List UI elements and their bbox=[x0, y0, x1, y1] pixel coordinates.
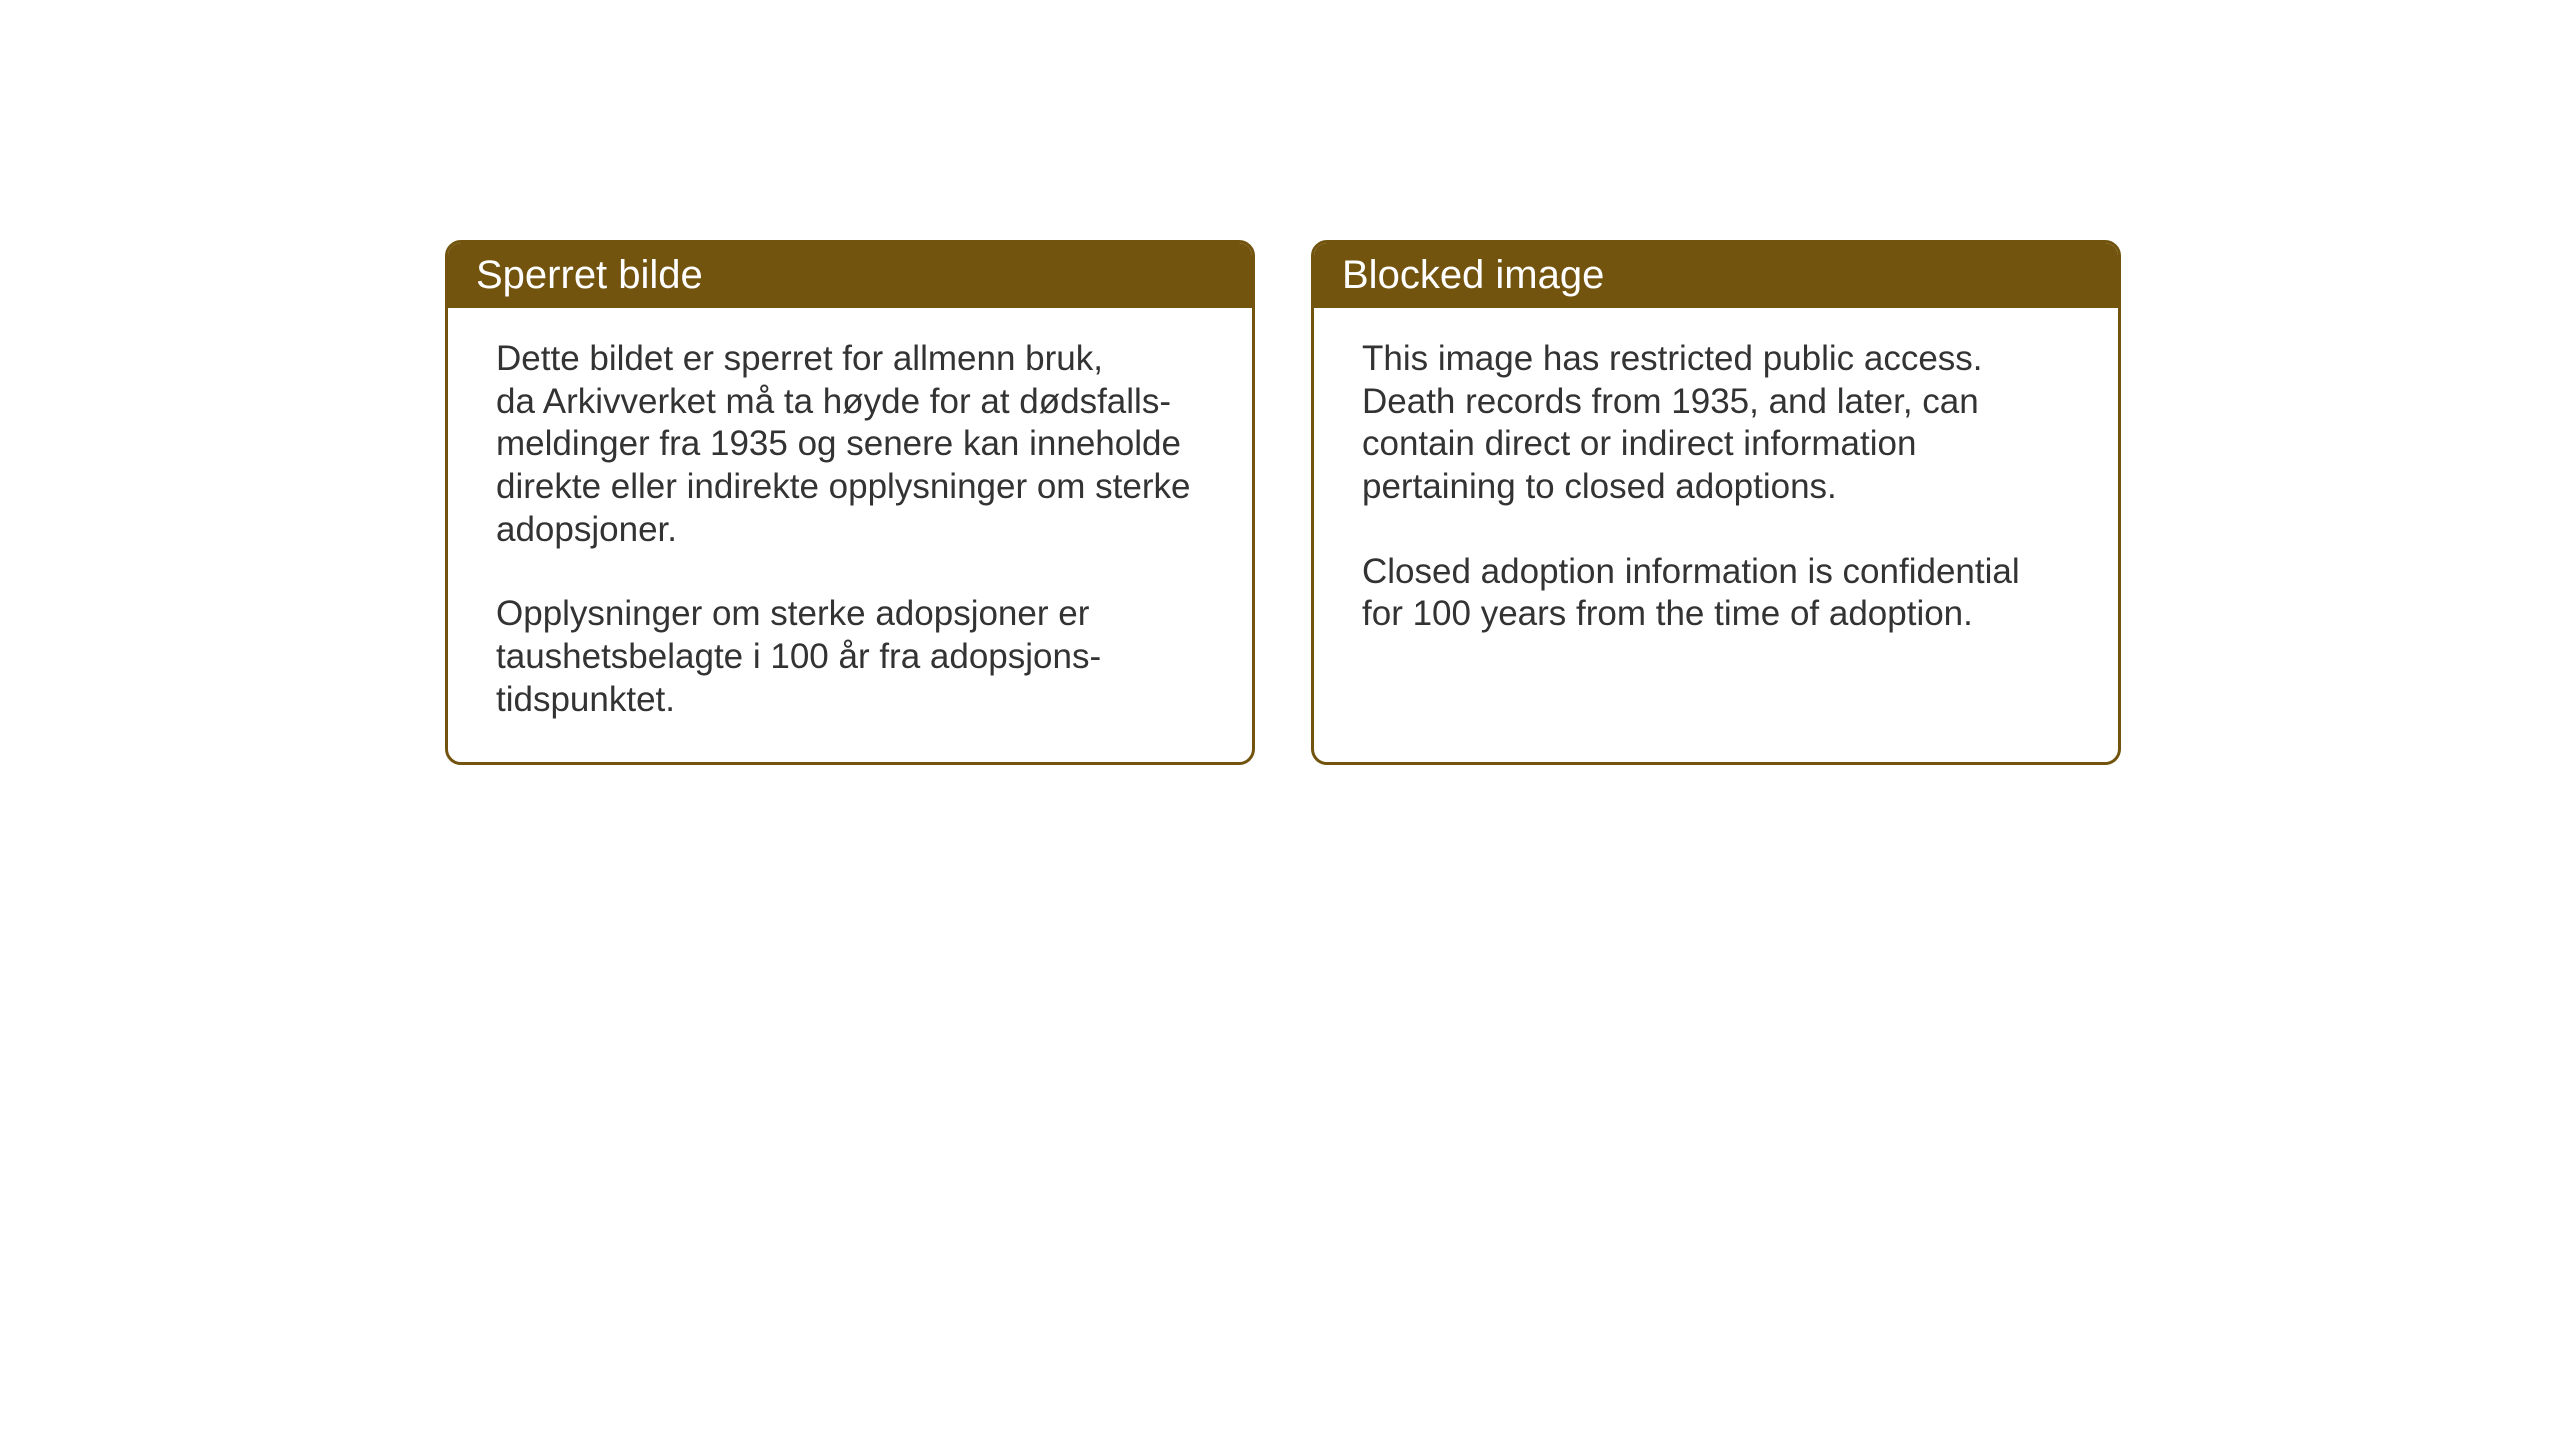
notice-header-norwegian: Sperret bilde bbox=[448, 243, 1252, 308]
notice-body-norwegian: Dette bildet er sperret for allmenn bruk… bbox=[448, 308, 1252, 762]
notice-card-english: Blocked image This image has restricted … bbox=[1311, 240, 2121, 765]
notice-paragraph-2-english: Closed adoption information is confident… bbox=[1362, 551, 2070, 636]
notice-paragraph-2-norwegian: Opplysninger om sterke adopsjoner er tau… bbox=[496, 593, 1204, 721]
notice-body-english: This image has restricted public access.… bbox=[1314, 308, 2118, 750]
notice-header-english: Blocked image bbox=[1314, 243, 2118, 308]
notice-paragraph-1-norwegian: Dette bildet er sperret for allmenn bruk… bbox=[496, 338, 1204, 551]
notice-container: Sperret bilde Dette bildet er sperret fo… bbox=[445, 240, 2121, 765]
notice-paragraph-1-english: This image has restricted public access.… bbox=[1362, 338, 2070, 509]
notice-card-norwegian: Sperret bilde Dette bildet er sperret fo… bbox=[445, 240, 1255, 765]
